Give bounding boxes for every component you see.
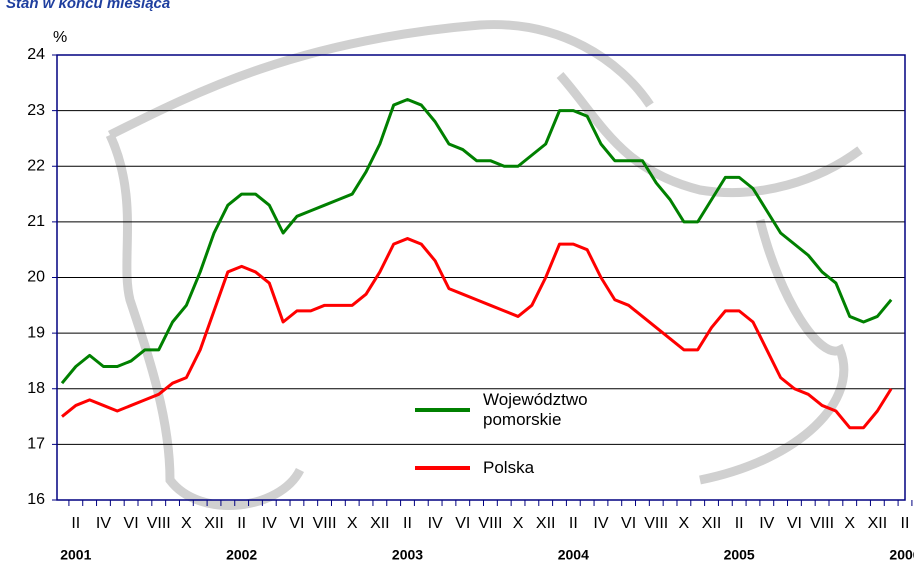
page: {"chart_data": {"type": "line", "subtitl…: [0, 0, 914, 574]
y-tick-label: 24: [27, 46, 45, 63]
x-tick-label: VI: [124, 515, 139, 532]
legend-label: Województwo pomorskie: [483, 390, 603, 430]
x-tick-label: IV: [96, 515, 111, 532]
x-tick-label: II: [569, 515, 578, 532]
x-tick-label: X: [679, 515, 690, 532]
x-tick-label: IV: [759, 515, 774, 532]
x-tick-label: VIII: [147, 515, 171, 532]
year-label: 2006: [889, 547, 914, 563]
y-tick-label: 23: [27, 102, 45, 119]
map-background: [110, 25, 860, 506]
x-tick-label: IV: [593, 515, 608, 532]
year-label: 2001: [60, 547, 91, 563]
x-tick-label: VIII: [810, 515, 834, 532]
x-tick-label: VI: [787, 515, 802, 532]
y-tick-label: 19: [27, 324, 45, 341]
x-tick-label: VIII: [644, 515, 668, 532]
x-tick-label: XII: [370, 515, 390, 532]
x-tick-label: II: [237, 515, 246, 532]
y-tick-label: 17: [27, 436, 45, 453]
x-tick-label: IV: [428, 515, 443, 532]
y-tick-label: 18: [27, 380, 45, 397]
y-tick-label: 20: [27, 269, 45, 286]
year-label: 2004: [558, 547, 589, 563]
y-tick-label: 16: [27, 491, 45, 508]
x-tick-label: VI: [621, 515, 636, 532]
x-tick-label: X: [181, 515, 192, 532]
x-tick-label: VIII: [478, 515, 502, 532]
x-tick-label: X: [347, 515, 358, 532]
x-tick-label: XII: [536, 515, 556, 532]
subtitle: Stan w końcu miesiąca: [6, 0, 170, 12]
x-tick-label: X: [844, 515, 855, 532]
y-unit: %: [53, 29, 67, 46]
year-label: 2003: [392, 547, 423, 563]
x-tick-label: VI: [289, 515, 304, 532]
legend-label: Polska: [483, 458, 603, 478]
x-tick-label: XII: [868, 515, 888, 532]
chart: Stan w końcu miesiąca % 16 17 18 19 20 21 22 23…: [0, 0, 914, 574]
x-tick-label: II: [403, 515, 412, 532]
x-tick-label: II: [901, 515, 910, 532]
year-label: 2005: [724, 547, 755, 563]
x-tick-label: VI: [455, 515, 470, 532]
x-tick-label: XII: [204, 515, 224, 532]
x-tick-label: XII: [702, 515, 722, 532]
x-tick-label: X: [513, 515, 524, 532]
x-tick-label: II: [71, 515, 80, 532]
x-tick-label: IV: [262, 515, 277, 532]
x-tick-label: VIII: [313, 515, 337, 532]
year-label: 2002: [226, 547, 257, 563]
y-tick-label: 22: [27, 157, 45, 174]
x-tick-label: II: [735, 515, 744, 532]
y-tick-label: 21: [27, 213, 45, 230]
